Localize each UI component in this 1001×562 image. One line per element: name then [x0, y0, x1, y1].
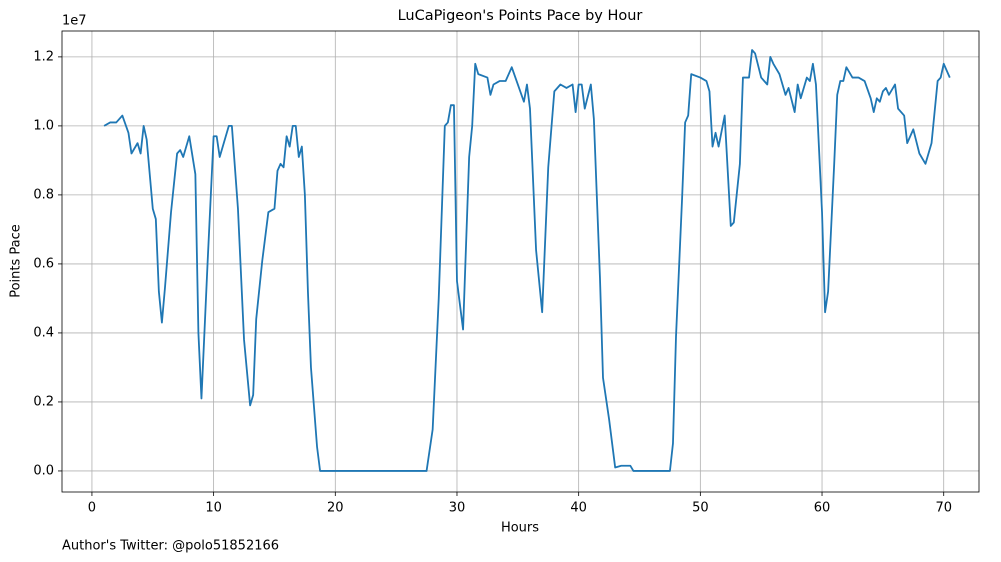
- x-tick-label: 10: [205, 501, 222, 516]
- y-axis-label: Points Pace: [9, 224, 24, 298]
- x-tick-label: 60: [814, 501, 831, 516]
- x-tick-label: 70: [935, 501, 952, 516]
- chart-title: LuCaPigeon's Points Pace by Hour: [398, 8, 643, 24]
- y-tick-label: 1.2: [33, 49, 54, 64]
- x-tick-label: 0: [88, 501, 96, 516]
- x-tick-label: 20: [327, 501, 344, 516]
- y-tick-label: 1.0: [33, 118, 54, 133]
- y-tick-label: 0.6: [33, 256, 54, 271]
- data-line: [103, 49, 951, 472]
- y-tick-label: 0.0: [33, 463, 54, 478]
- y-offset-label: 1e7: [62, 14, 87, 29]
- x-tick-label: 40: [570, 501, 587, 516]
- annotation: Author's Twitter: @polo51852166: [62, 539, 279, 554]
- y-tick-label: 0.4: [33, 325, 54, 340]
- x-axis-label: Hours: [501, 521, 539, 536]
- x-tick-label: 50: [692, 501, 709, 516]
- y-tick-label: 0.8: [33, 187, 54, 202]
- y-tick-label: 0.2: [33, 394, 54, 409]
- x-tick-label: 30: [449, 501, 466, 516]
- plot-frame: [61, 30, 980, 493]
